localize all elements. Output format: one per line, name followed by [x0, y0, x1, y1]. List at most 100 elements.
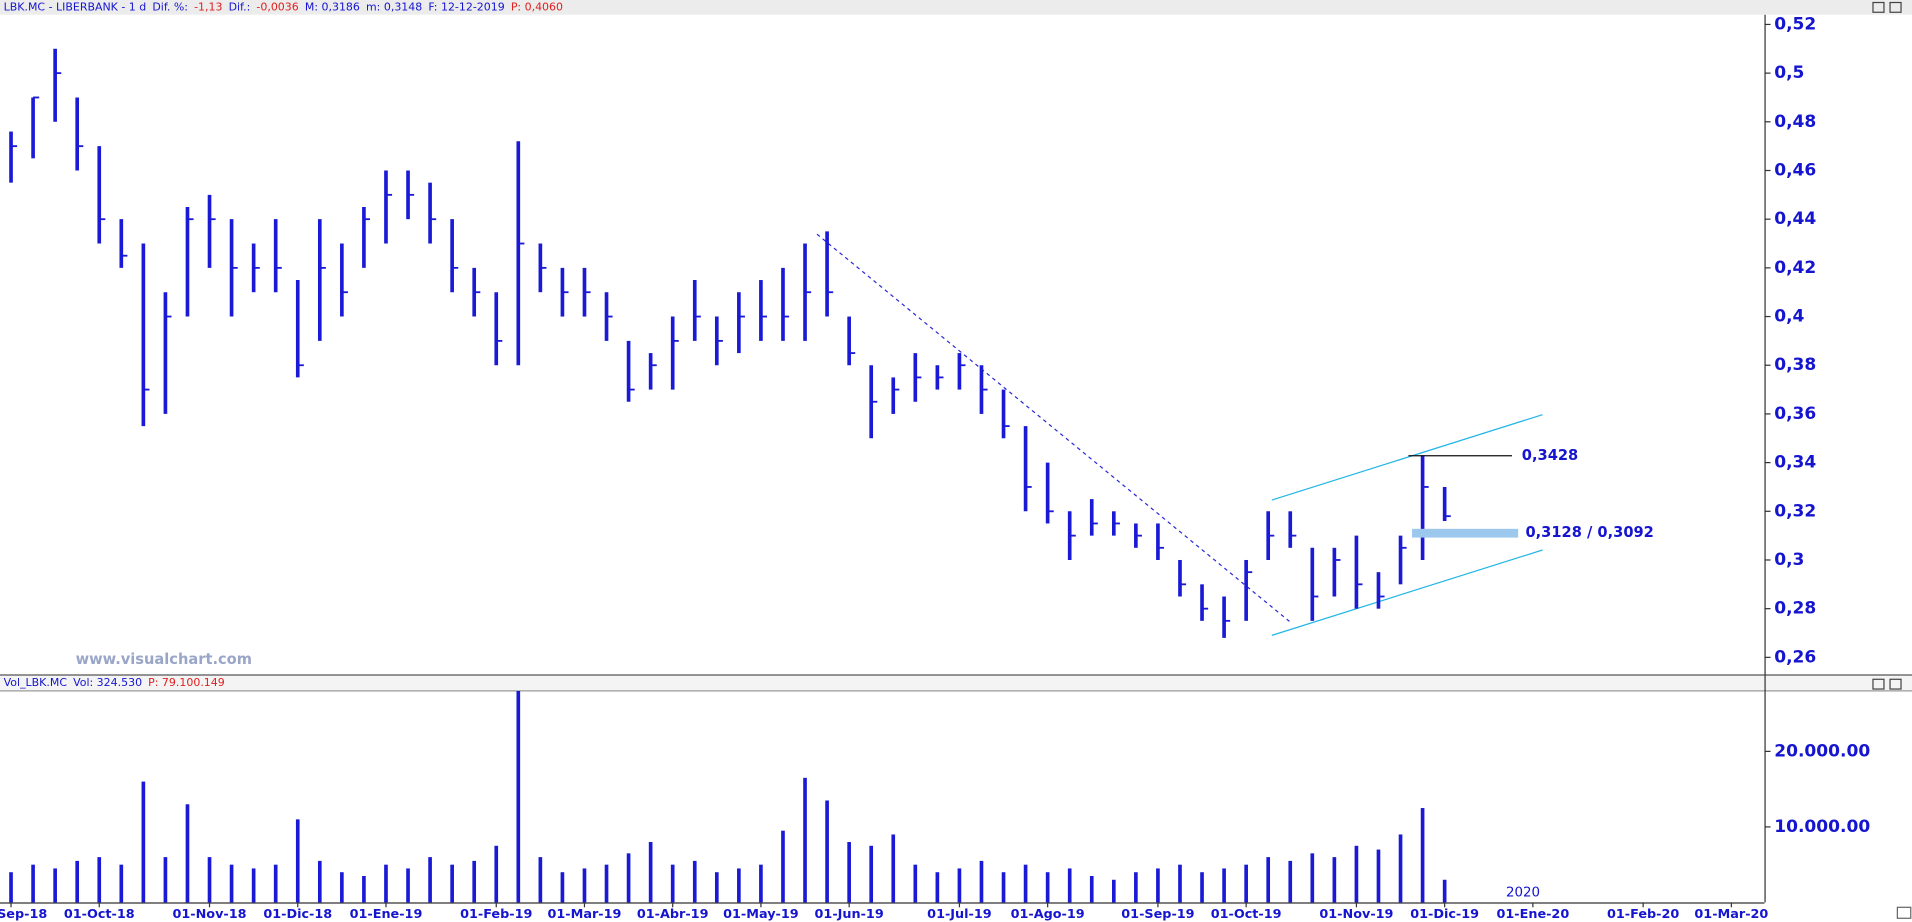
volume-bar — [516, 690, 521, 903]
x-tick-label: 01-Ene-20 — [1496, 907, 1569, 922]
volume-bar — [1354, 845, 1359, 903]
volume-bar — [1156, 868, 1160, 903]
y-tick-label: 0,46 — [1774, 160, 1816, 180]
volume-bar — [1001, 872, 1006, 903]
volume-bar — [1266, 857, 1271, 903]
volume-bar — [9, 872, 13, 903]
close-button[interactable] — [1889, 678, 1902, 690]
volume-bar — [1420, 808, 1425, 903]
volume-bar — [759, 864, 763, 903]
volume-bar — [1310, 853, 1315, 903]
watermark: www.visualchart.com — [76, 651, 252, 668]
volume-bar — [1089, 875, 1094, 903]
volume-bar — [229, 864, 234, 903]
volume-bar — [604, 864, 609, 903]
volume-bar — [295, 819, 300, 903]
volume-bar — [847, 842, 851, 903]
header-item: P: 79.100.149 — [148, 676, 225, 689]
y-tick-label: 0,36 — [1774, 404, 1816, 424]
volume-bar — [1067, 868, 1072, 903]
volume-bar — [913, 864, 918, 903]
header-item: M: 0,3186 — [305, 0, 360, 13]
volume-bar — [692, 860, 697, 903]
y-tick-label: 10.000.00 — [1774, 817, 1870, 837]
volume-bar — [891, 834, 896, 903]
volume-bar — [979, 860, 984, 903]
volume-bar — [1442, 879, 1447, 903]
x-tick-label: 01-Nov-18 — [172, 907, 246, 922]
y-tick-label: 0,52 — [1774, 14, 1816, 34]
volume-bar — [648, 842, 653, 903]
minimize-button[interactable] — [1872, 1, 1885, 13]
x-tick-label: 01-Mar-19 — [548, 907, 622, 922]
y-tick-label: 0,42 — [1774, 258, 1816, 278]
x-tick-label: 01-May-19 — [723, 907, 799, 922]
volume-bar — [1376, 849, 1381, 903]
volume-bar — [75, 860, 80, 903]
header-item: Dif.: — [229, 0, 251, 13]
volume-bar — [472, 860, 477, 903]
header-item: P: 0,4060 — [511, 0, 563, 13]
volume-bar — [1398, 834, 1403, 903]
volume-bar — [31, 864, 35, 903]
x-tick-label: 01-Nov-19 — [1319, 907, 1393, 922]
volume-bar — [1134, 872, 1138, 903]
pane-header: LBK.MC - LIBERBANK - 1 d Dif. %: -1,13 Dif.… — [4, 0, 563, 13]
volume-bar — [714, 872, 719, 903]
x-tick-label: 01-Jul-19 — [927, 907, 992, 922]
year-label: 2020 — [1506, 886, 1540, 901]
volume-bar — [119, 864, 124, 903]
x-tick-label: 01-Oct-18 — [64, 907, 135, 922]
volume-bar — [803, 777, 807, 903]
y-tick-label: 0,3 — [1774, 550, 1804, 570]
volume-bar — [53, 868, 57, 903]
volume-bar — [1200, 872, 1204, 903]
x-tick-label: 01-Ene-19 — [350, 907, 423, 922]
volume-bar — [626, 853, 631, 903]
volume-bar — [825, 800, 829, 903]
y-tick-label: 0,4 — [1774, 307, 1804, 327]
y-tick-label: 0,5 — [1774, 63, 1804, 83]
minimize-button[interactable] — [1872, 678, 1885, 690]
volume-header-bar — [0, 675, 1912, 691]
x-tick-label: 01-Jun-19 — [815, 907, 884, 922]
volume-bar — [1332, 857, 1337, 903]
zoom-button[interactable] — [1896, 906, 1912, 919]
volume-bar — [317, 860, 322, 903]
y-tick-label: 0,34 — [1774, 453, 1816, 473]
volume-bar — [1288, 860, 1293, 903]
volume-bar — [450, 864, 454, 903]
volume-bar — [869, 845, 874, 903]
y-tick-label: 0,48 — [1774, 112, 1816, 132]
x-tick-label: 01-Mar-20 — [1694, 907, 1768, 922]
volume-bar — [340, 872, 344, 903]
support-band — [1412, 528, 1519, 538]
volume-bar — [494, 845, 499, 903]
header-item: -1,13 — [194, 0, 222, 13]
volume-bar — [737, 868, 741, 903]
volume-bar — [97, 857, 102, 903]
support-label: 0,3128 / 0,3092 — [1525, 524, 1653, 541]
x-tick-label: -Sep-18 — [0, 907, 47, 922]
header-item: F: 12-12-2019 — [428, 0, 504, 13]
y-tick-label: 0,44 — [1774, 209, 1816, 229]
channel-lower — [1271, 549, 1543, 636]
x-tick-label: 01-Feb-19 — [460, 907, 532, 922]
header-item: Vol_LBK.MC — [4, 676, 68, 689]
x-tick-label: 01-Dic-18 — [263, 907, 332, 922]
volume-bar — [582, 868, 587, 903]
y-tick-label: 0,28 — [1774, 599, 1816, 619]
header-item: LBK.MC - LIBERBANK - 1 d — [4, 0, 147, 13]
volume-bar — [1222, 868, 1226, 903]
volume-bar — [273, 864, 278, 903]
price-header-bar — [0, 0, 1912, 15]
close-button[interactable] — [1889, 1, 1902, 13]
volume-bar — [185, 804, 190, 903]
pane-header: Vol_LBK.MC Vol: 324.530 P: 79.100.149 — [4, 676, 225, 689]
trend-line — [816, 233, 1291, 623]
header-item: -0,0036 — [256, 0, 298, 13]
volume-bar — [251, 868, 256, 903]
volume-bar — [781, 830, 785, 903]
x-tick-label: 01-Feb-20 — [1607, 907, 1679, 922]
